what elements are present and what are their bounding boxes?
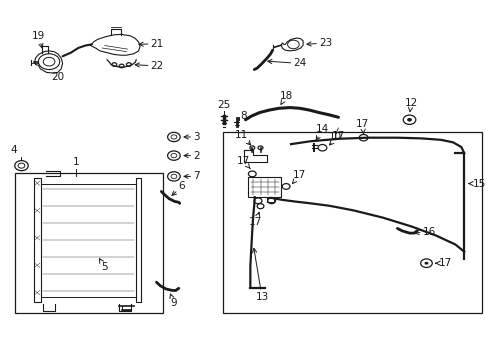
Text: 17: 17 xyxy=(248,212,262,227)
Text: 14: 14 xyxy=(316,124,329,140)
Text: 5: 5 xyxy=(99,258,108,273)
Bar xyxy=(223,132,481,313)
Text: 6: 6 xyxy=(172,181,185,195)
Text: 11: 11 xyxy=(234,130,250,145)
Circle shape xyxy=(407,118,411,122)
Text: 15: 15 xyxy=(468,179,485,189)
Text: 17: 17 xyxy=(435,258,451,268)
Text: 21: 21 xyxy=(139,39,163,49)
Text: 17: 17 xyxy=(355,119,368,133)
Text: 24: 24 xyxy=(267,58,306,68)
Text: 25: 25 xyxy=(217,100,230,110)
Bar xyxy=(136,178,141,302)
Text: 17: 17 xyxy=(237,156,250,169)
Bar xyxy=(34,178,41,302)
Bar xyxy=(248,177,281,197)
Text: 20: 20 xyxy=(51,72,64,82)
Text: 7: 7 xyxy=(183,171,200,181)
Text: 18: 18 xyxy=(279,91,292,104)
Bar xyxy=(41,184,136,297)
Text: 1: 1 xyxy=(72,157,79,167)
Text: 4: 4 xyxy=(10,145,17,155)
Text: 23: 23 xyxy=(306,38,332,48)
Text: 22: 22 xyxy=(135,61,163,71)
Text: 12: 12 xyxy=(404,98,417,112)
Text: 19: 19 xyxy=(32,31,45,48)
Text: 17: 17 xyxy=(329,131,345,145)
Text: 9: 9 xyxy=(170,294,177,309)
Text: 2: 2 xyxy=(183,150,200,161)
Text: 3: 3 xyxy=(183,132,200,142)
Text: 8: 8 xyxy=(240,111,246,121)
Circle shape xyxy=(424,262,427,265)
Bar xyxy=(15,173,163,313)
Text: 10: 10 xyxy=(328,132,342,142)
Text: 16: 16 xyxy=(414,227,435,237)
Text: 17: 17 xyxy=(292,170,305,184)
Text: 13: 13 xyxy=(252,248,268,302)
